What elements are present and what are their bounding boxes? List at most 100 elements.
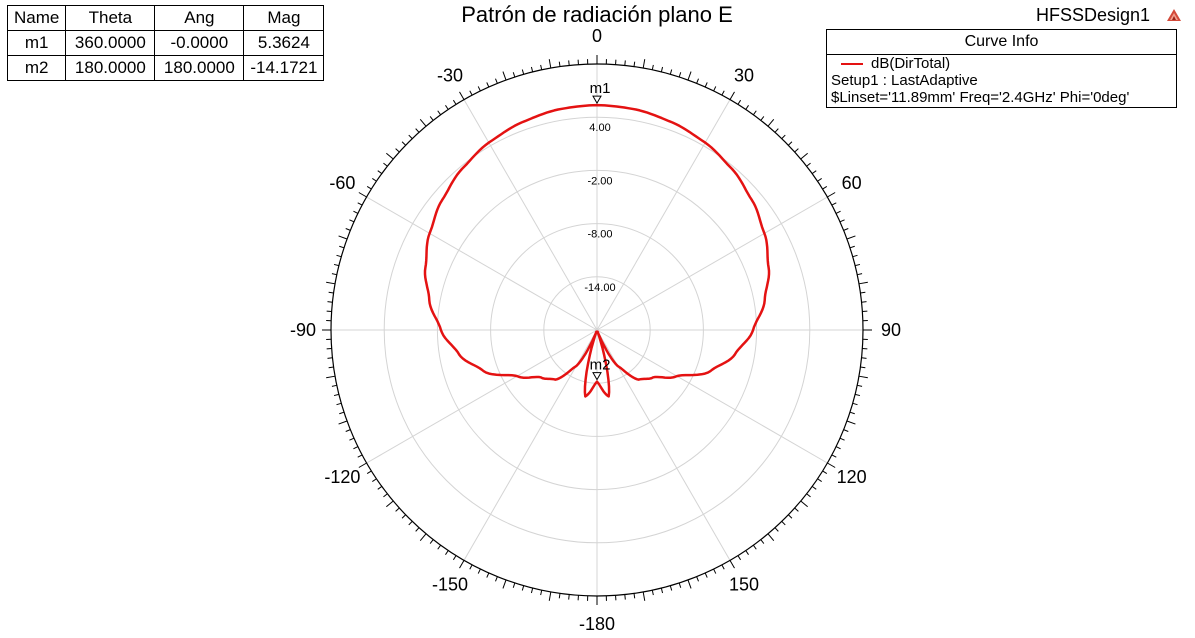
minor-tick	[469, 564, 473, 570]
minor-tick	[669, 585, 673, 591]
major-tick	[358, 192, 367, 198]
legend-variables: $Linset='11.89mm' Freq='2.4GHz' Phi='0de…	[831, 89, 1130, 106]
minor-tick	[336, 402, 342, 406]
polar-grid	[330, 63, 864, 597]
major-tick	[326, 375, 336, 379]
major-tick	[687, 579, 692, 589]
minor-tick	[495, 78, 498, 84]
minor-tick	[678, 582, 682, 588]
minor-tick	[857, 384, 863, 387]
minor-tick	[651, 590, 654, 596]
marker-triangle[interactable]	[592, 372, 602, 381]
cell-theta: 360.0000	[65, 30, 156, 56]
minor-tick	[383, 162, 388, 167]
angle-tick-label: -120	[324, 467, 360, 487]
major-tick	[827, 462, 836, 468]
major-tick	[386, 152, 394, 160]
minor-tick	[669, 69, 673, 75]
cell-ang: 180.0000	[154, 55, 245, 81]
minor-tick	[353, 210, 359, 214]
minor-tick	[452, 99, 457, 105]
major-tick	[338, 235, 348, 240]
major-tick	[767, 533, 775, 541]
grid-spoke	[366, 196, 598, 331]
minor-tick	[860, 291, 866, 294]
minor-tick	[429, 539, 434, 544]
table-row: m1 360.0000 -0.0000 5.3624	[6, 30, 325, 56]
radial-tick-labels: -14.00 -8.00 -2.00 4.00	[584, 122, 615, 294]
minor-tick	[696, 78, 699, 84]
legend-swatch	[841, 62, 863, 65]
minor-tick	[333, 393, 340, 397]
angle-tick-label: 30	[734, 65, 754, 85]
angle-tick-label: -90	[290, 320, 316, 340]
minor-tick	[486, 82, 490, 88]
minor-tick	[752, 110, 757, 116]
minor-tick	[366, 470, 372, 475]
minor-tick	[477, 568, 481, 574]
minor-tick	[849, 245, 855, 249]
angle-tick-label: 90	[881, 320, 901, 340]
minor-tick	[377, 170, 383, 175]
major-tick	[846, 420, 856, 425]
major-tick	[502, 579, 507, 589]
minor-tick	[512, 72, 516, 78]
major-tick	[846, 235, 856, 240]
minor-tick	[469, 90, 473, 96]
angle-ticks	[322, 55, 872, 605]
minor-tick	[678, 72, 682, 78]
minor-tick	[811, 170, 817, 175]
curve-info-header: Curve Info	[827, 30, 1176, 55]
major-tick	[858, 281, 868, 285]
minor-tick	[331, 273, 337, 276]
major-tick	[386, 500, 394, 508]
minor-tick	[660, 66, 664, 73]
minor-tick	[357, 454, 363, 458]
curve-info-legend[interactable]: Curve Info dB(DirTotal) Setup1 : LastAda…	[826, 29, 1177, 108]
major-tick	[459, 560, 465, 569]
minor-tick	[854, 263, 861, 267]
minor-tick	[377, 485, 383, 490]
legend-trace-name: dB(DirTotal)	[871, 55, 951, 72]
marker-label: m1	[590, 80, 611, 97]
cell-mag: -14.1721	[243, 55, 325, 81]
minor-tick	[327, 357, 333, 359]
angle-tick-label: 150	[729, 575, 759, 595]
major-tick	[502, 71, 507, 81]
minor-tick	[857, 273, 863, 276]
legend-entry[interactable]: dB(DirTotal)	[827, 55, 1176, 72]
major-tick	[548, 591, 552, 601]
minor-tick	[408, 520, 413, 526]
minor-tick	[415, 527, 420, 532]
chart-title: Patrón de radiación plano E	[461, 2, 733, 27]
series-line	[423, 103, 771, 398]
minor-tick	[624, 60, 626, 66]
angle-tick-label: -60	[329, 173, 355, 193]
minor-tick	[327, 301, 333, 303]
minor-tick	[835, 446, 841, 450]
header-mag: Mag	[243, 5, 325, 31]
radial-tick-label: -14.00	[584, 282, 615, 294]
minor-tick	[651, 64, 654, 70]
marker-triangle[interactable]	[592, 95, 602, 105]
major-tick	[767, 119, 775, 127]
minor-tick	[860, 366, 866, 369]
angle-tick-label: 120	[837, 467, 867, 487]
minor-tick	[429, 116, 434, 121]
minor-tick	[568, 594, 570, 600]
major-tick	[687, 71, 692, 81]
angle-tick-label: 60	[842, 173, 862, 193]
marker-table-header: Name Theta Ang Mag	[6, 5, 325, 31]
major-tick	[642, 59, 646, 69]
minor-tick	[849, 411, 855, 415]
minor-tick	[861, 357, 867, 359]
angle-tick-label: -30	[437, 65, 463, 85]
minor-tick	[774, 527, 779, 532]
major-tick	[419, 533, 427, 541]
series-layer	[423, 103, 771, 398]
minor-tick	[721, 90, 725, 96]
minor-tick	[704, 572, 708, 578]
minor-tick	[760, 116, 765, 121]
header-ang: Ang	[154, 5, 245, 31]
